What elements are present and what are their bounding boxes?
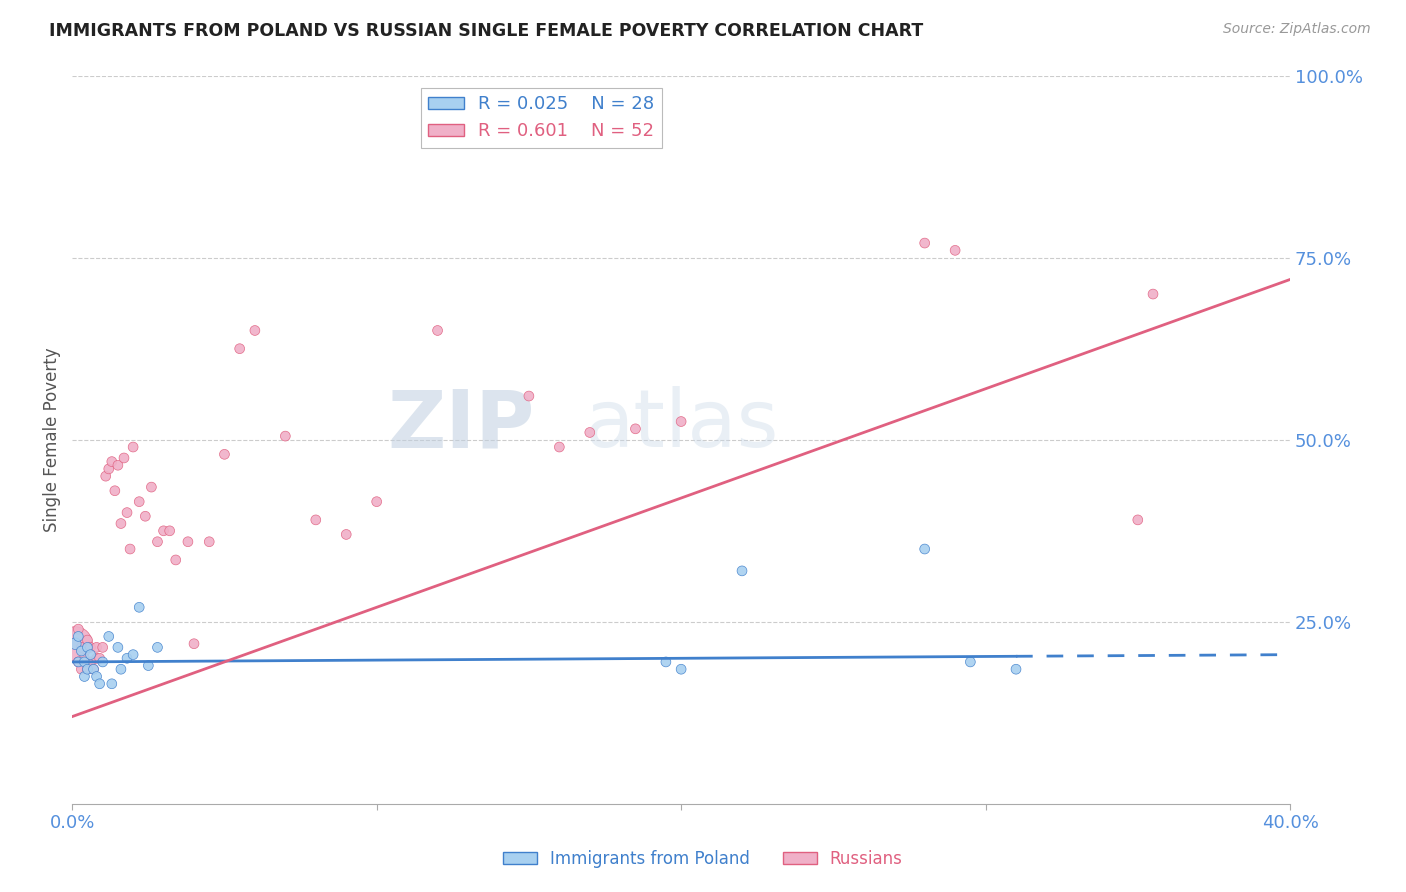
Legend: R = 0.025    N = 28, R = 0.601    N = 52: R = 0.025 N = 28, R = 0.601 N = 52 [420,88,662,148]
Point [198,534,221,549]
Point [112,450,135,465]
Point [83,662,105,676]
Point [152,524,174,538]
Point [76,640,98,655]
Point [165,553,187,567]
Point [89,677,111,691]
Point [1126,513,1149,527]
Point [122,440,145,454]
Point [70,662,93,676]
Text: IMMIGRANTS FROM POLAND VS RUSSIAN SINGLE FEMALE POVERTY CORRELATION CHART: IMMIGRANTS FROM POLAND VS RUSSIAN SINGLE… [49,22,924,40]
Point [128,494,150,508]
Point [366,494,388,508]
Point [624,422,647,436]
Point [101,677,124,691]
Point [86,640,108,655]
Point [79,648,101,662]
Point [146,640,169,655]
Point [517,389,540,403]
Point [70,640,93,655]
Point [91,640,114,655]
Point [159,524,181,538]
Point [138,658,160,673]
Point [1005,662,1028,676]
Point [73,655,96,669]
Text: ZIP: ZIP [388,386,536,464]
Point [548,440,571,454]
Point [426,323,449,337]
Point [943,244,966,258]
Point [91,655,114,669]
Point [97,462,120,476]
Point [76,662,98,676]
Point [731,564,754,578]
Point [110,516,132,531]
Point [305,513,328,527]
Point [79,655,101,669]
Point [655,655,678,669]
Point [97,629,120,643]
Point [107,640,129,655]
Point [101,454,124,468]
Text: Source: ZipAtlas.com: Source: ZipAtlas.com [1223,22,1371,37]
Point [214,447,236,461]
Point [914,541,936,556]
Point [115,651,138,665]
Point [141,480,163,494]
Point [243,323,266,337]
Point [177,534,200,549]
Point [94,469,117,483]
Point [67,629,90,643]
Point [65,637,87,651]
Point [110,662,132,676]
Point [134,509,156,524]
Point [146,534,169,549]
Point [86,669,108,683]
Point [67,622,90,636]
Legend: Immigrants from Poland, Russians: Immigrants from Poland, Russians [496,844,910,875]
Point [73,651,96,665]
Text: atlas: atlas [583,386,778,464]
Point [183,637,205,651]
Point [86,651,108,665]
Point [67,655,90,669]
Point [65,637,87,651]
Point [274,429,297,443]
Point [669,662,692,676]
Point [107,458,129,473]
Point [89,651,111,665]
Point [83,662,105,676]
Point [115,506,138,520]
Point [959,655,981,669]
Point [914,235,936,250]
Point [669,415,692,429]
Point [79,640,101,655]
Point [335,527,357,541]
Point [104,483,127,498]
Point [67,655,90,669]
Y-axis label: Single Female Poverty: Single Female Poverty [44,348,60,532]
Point [1142,287,1164,301]
Point [122,648,145,662]
Point [128,600,150,615]
Point [228,342,250,356]
Point [120,541,142,556]
Point [578,425,600,440]
Point [76,662,98,676]
Point [73,669,96,683]
Point [76,633,98,648]
Point [70,644,93,658]
